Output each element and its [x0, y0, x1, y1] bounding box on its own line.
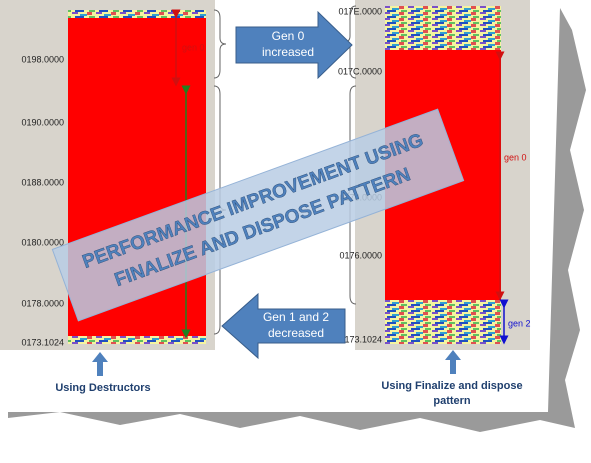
axis-label: 0178.0000 — [21, 298, 64, 308]
caption: Using Finalize and dispose — [381, 380, 522, 392]
arrow-up — [445, 350, 461, 374]
left-noise — [68, 336, 206, 344]
axis-label: 0173.1024 — [339, 334, 382, 344]
left-noise — [68, 10, 206, 18]
axis-label: 017E.0000 — [338, 6, 382, 16]
arrow-label: Gen 1 and 2 — [263, 310, 329, 324]
axis-label: 0198.0000 — [21, 54, 64, 64]
caption: Using Destructors — [55, 382, 150, 394]
banner-box — [51, 108, 465, 322]
gen-label: gen 0 — [182, 42, 205, 52]
arrow-label: decreased — [268, 326, 324, 340]
caption: pattern — [433, 395, 471, 407]
right-noise — [385, 6, 501, 50]
right-noise — [385, 300, 501, 344]
axis-label: 0173.1024 — [21, 337, 64, 347]
axis-label: 0180.0000 — [21, 237, 64, 247]
axis-label: 0176.0000 — [339, 250, 382, 260]
axis-label: 0190.0000 — [21, 117, 64, 127]
axis-label: 017C.0000 — [338, 66, 382, 76]
arrow-label: increased — [262, 45, 314, 59]
gen-label: gen 2 — [508, 318, 531, 328]
arrow-label: Gen 0 — [272, 29, 305, 43]
arrow-up — [92, 352, 108, 376]
arrow-right — [235, 10, 353, 80]
axis-label: 0188.0000 — [21, 177, 64, 187]
gen-label: gen 0 — [504, 152, 527, 162]
brace — [213, 9, 227, 79]
arrow-left — [221, 292, 346, 360]
